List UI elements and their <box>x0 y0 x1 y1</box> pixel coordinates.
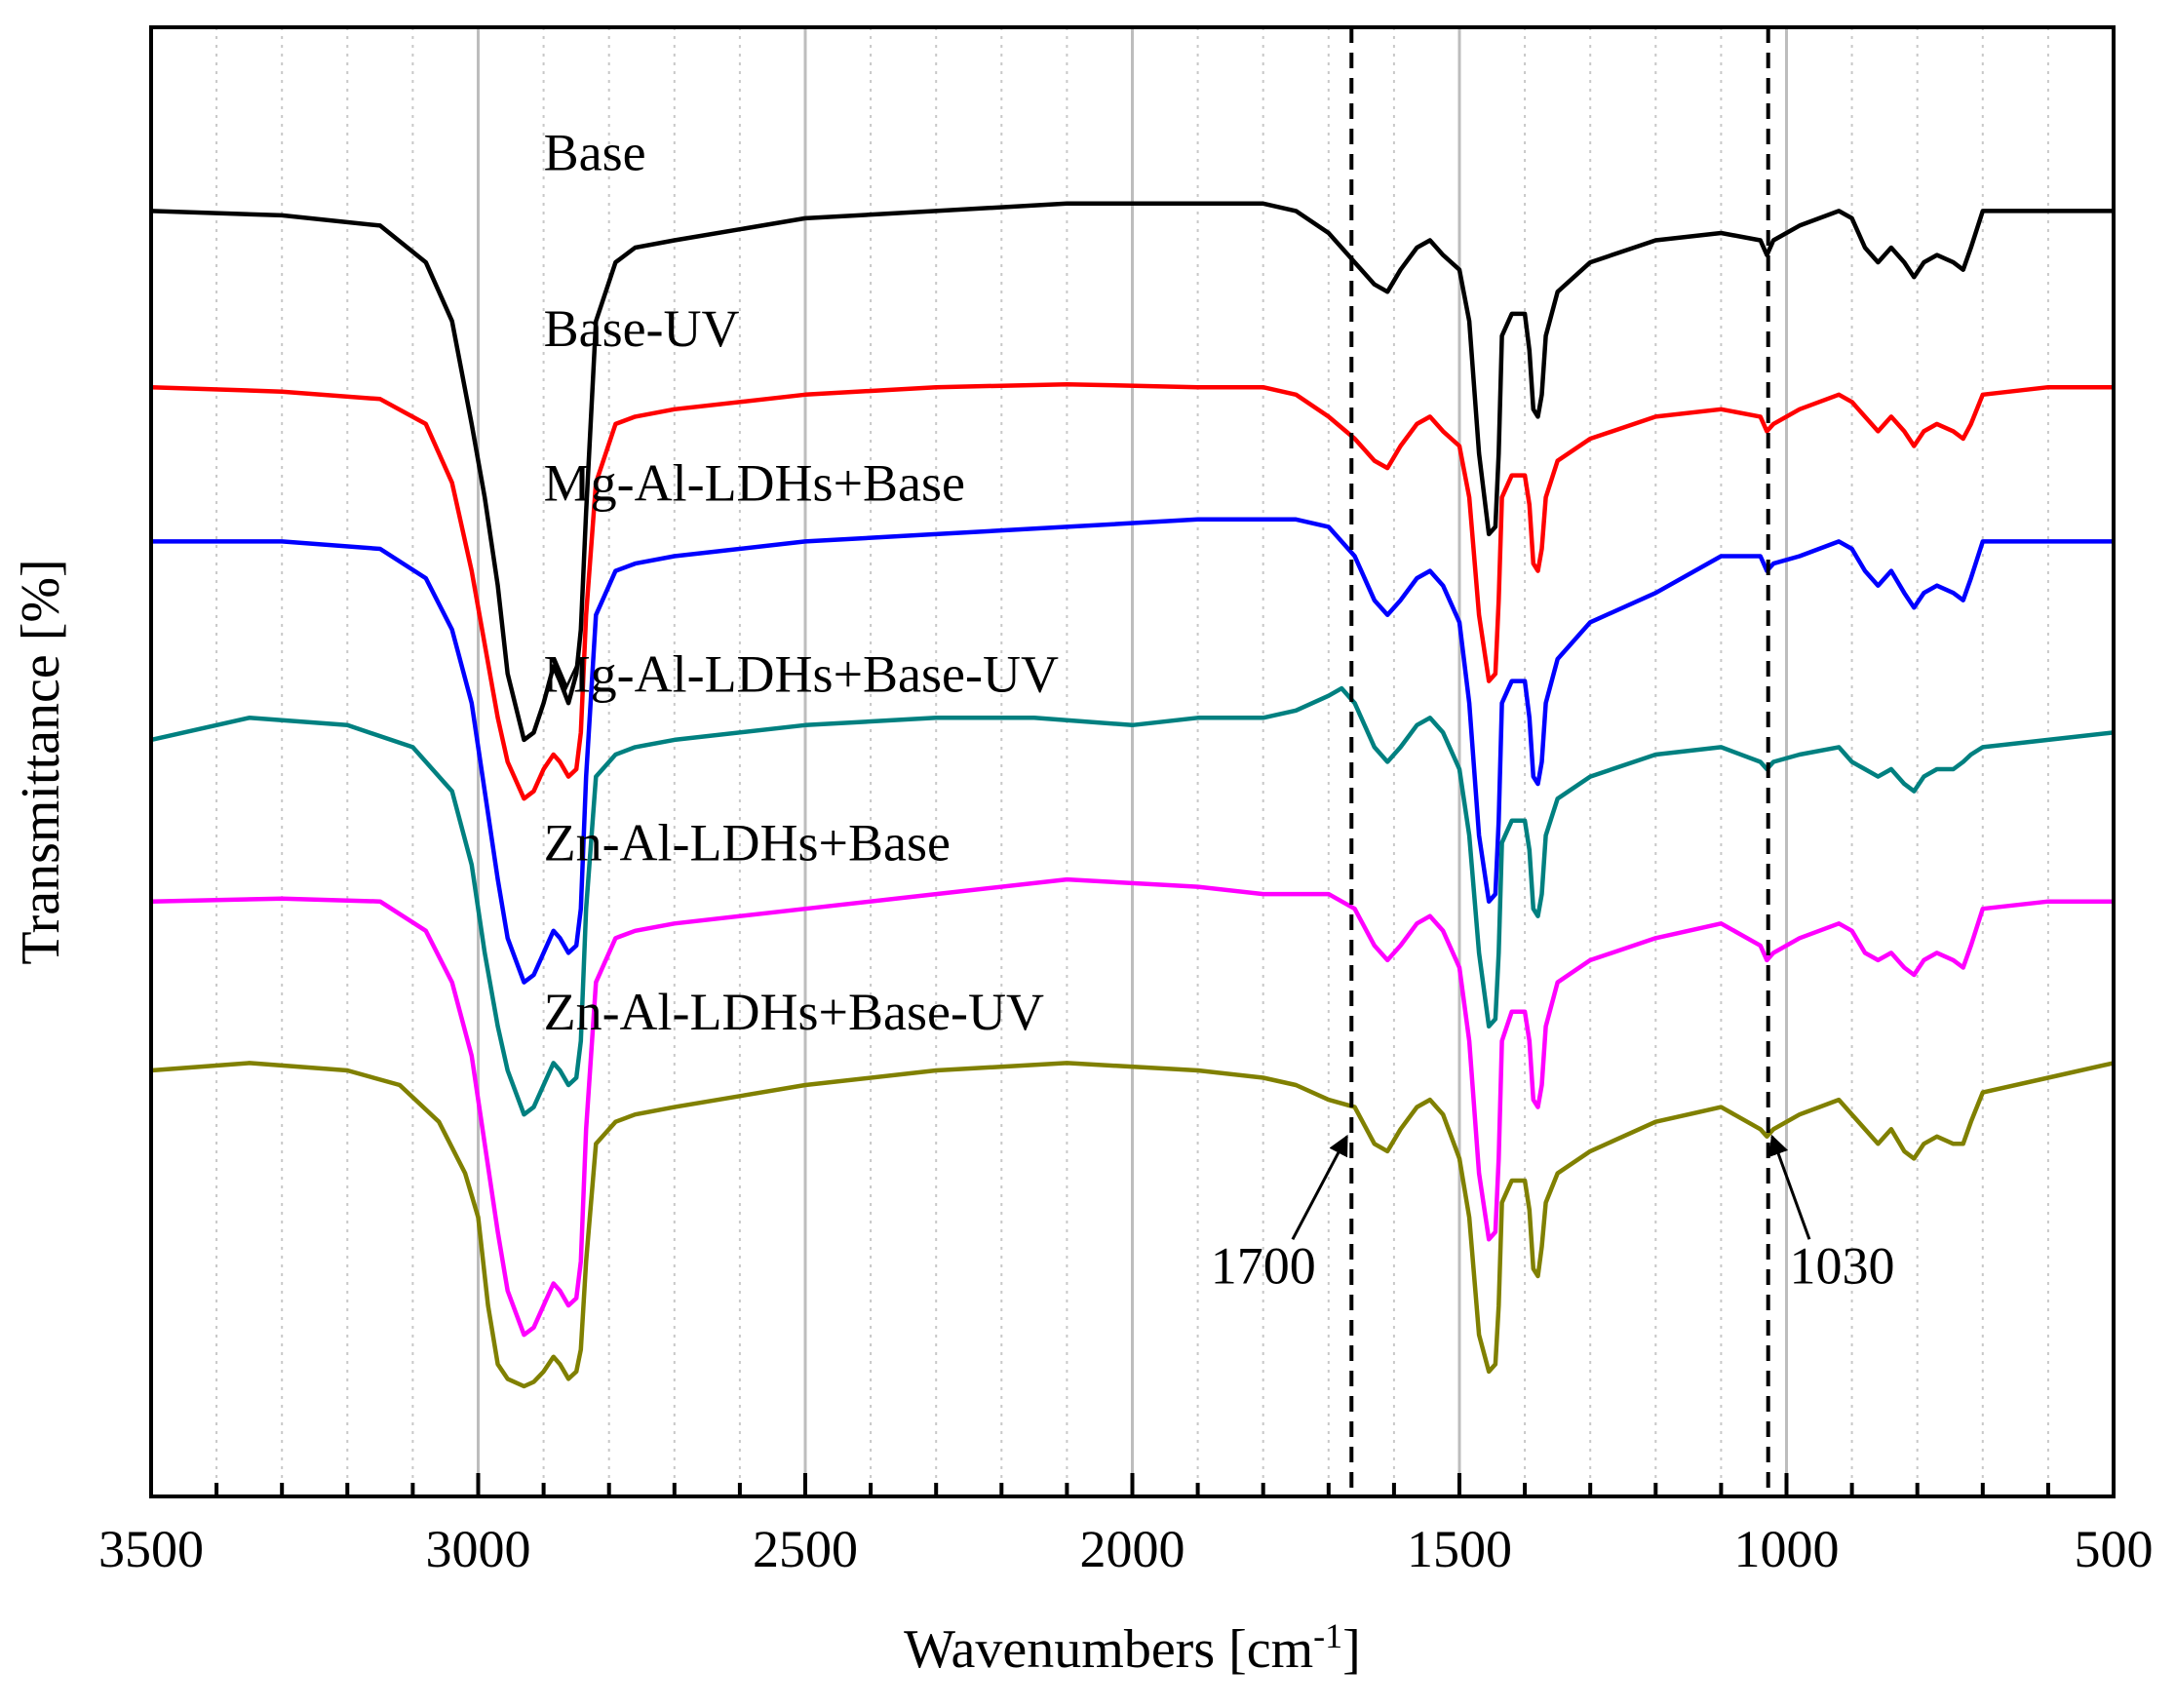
x-tick-label: 500 <box>2075 1520 2154 1578</box>
series-line-1 <box>150 201 2114 743</box>
x-axis-ticks: 3500 3000 2500 2000 1500 1000 500 <box>98 1473 2154 1578</box>
series-label-4: Mg-Al-LDHs+Base-UV <box>544 644 1059 703</box>
annotation-arrow-1 <box>1291 1134 1348 1240</box>
series-label-6: Zn-Al-LDHs+Base-UV <box>544 983 1044 1041</box>
annotation-arrow-2 <box>1768 1134 1811 1240</box>
y-axis-title: Transmittance [%] <box>11 559 71 964</box>
series-label-1: Base <box>544 123 646 181</box>
annotation-label-2: 1030 <box>1790 1236 1895 1295</box>
x-tick-label: 1000 <box>1734 1520 1840 1578</box>
x-tick-label: 3000 <box>426 1520 531 1578</box>
series-labels: Base Base-UV Mg-Al-LDHs+Base Mg-Al-LDHs+Bas… <box>544 123 1059 1041</box>
x-axis-title-sup: -1 <box>1313 1616 1342 1655</box>
x-tick-label: 1500 <box>1407 1520 1512 1578</box>
series-label-3: Mg-Al-LDHs+Base <box>544 453 965 512</box>
series-line-2 <box>150 381 2114 801</box>
series-line-6 <box>150 1061 2115 1389</box>
annotations: 1700 1030 <box>1211 27 1895 1496</box>
annotation-label-1: 1700 <box>1211 1236 1316 1295</box>
x-axis-title: Wavenumbers [cm-1] <box>904 1616 1361 1680</box>
series-lines <box>150 201 2115 1389</box>
x-tick-label: 2000 <box>1080 1520 1185 1578</box>
series-label-2: Base-UV <box>544 299 740 358</box>
series-line-4 <box>150 685 2115 1117</box>
series-label-5: Zn-Al-LDHs+Base <box>544 814 951 873</box>
x-tick-label: 3500 <box>98 1520 204 1578</box>
series-line-3 <box>151 517 2114 985</box>
series-line-5 <box>150 876 2114 1338</box>
x-axis-title-main: Wavenumbers [cm <box>904 1619 1313 1680</box>
x-tick-label: 2500 <box>753 1520 858 1578</box>
x-axis-title-close: ] <box>1342 1619 1361 1680</box>
